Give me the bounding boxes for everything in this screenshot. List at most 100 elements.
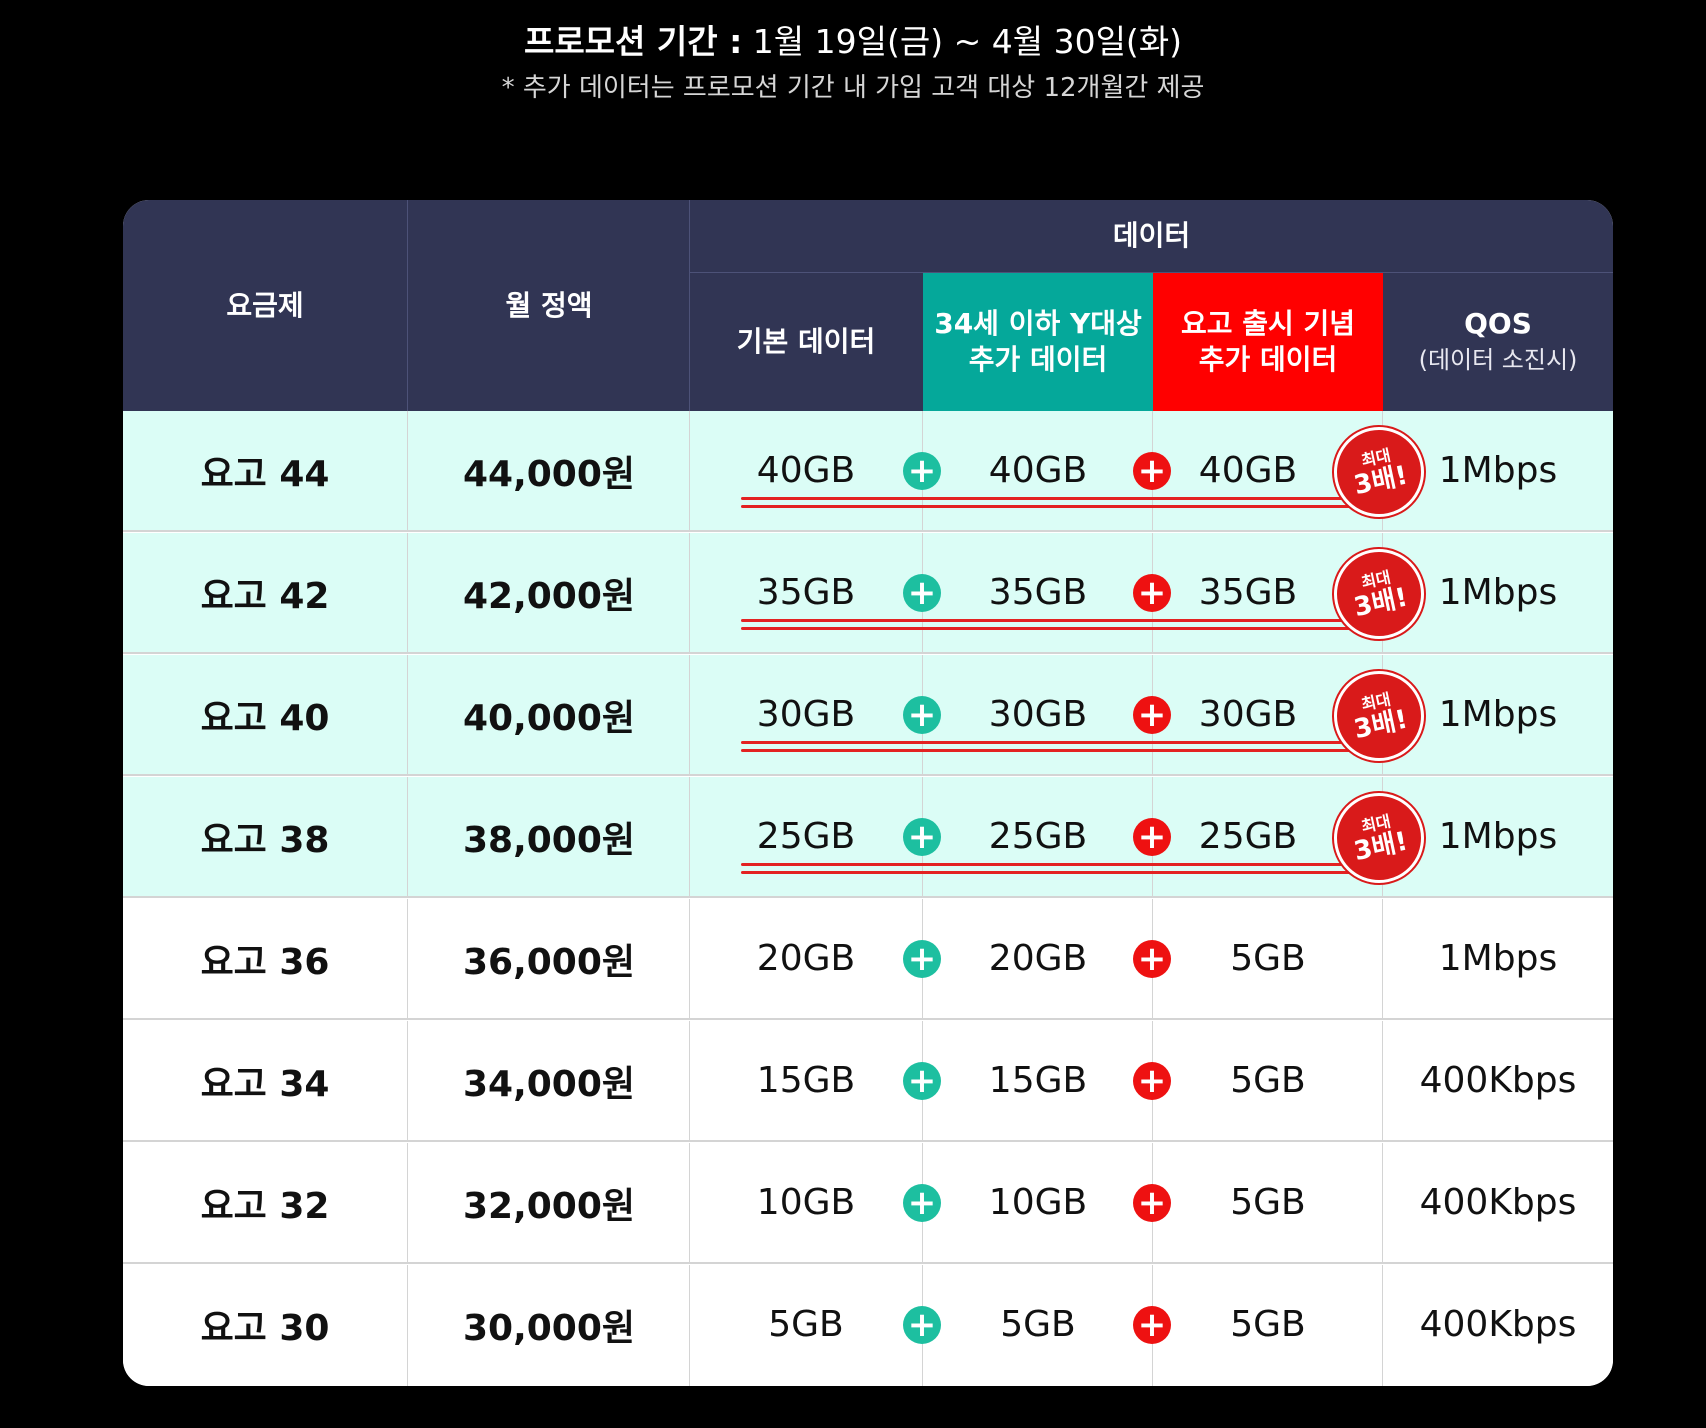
cell-launch: 30GB (1198, 694, 1298, 735)
column-divider (689, 411, 690, 532)
table-row: 요고 38 38,000원 25GB 25GB 25GB 1Mbps + + 최대 3배! (123, 777, 1613, 898)
cell-basic: 10GB (756, 1182, 856, 1223)
plus-green-icon: + (903, 940, 941, 978)
column-divider (407, 411, 408, 532)
cell-plan: 요고 44 (200, 453, 330, 495)
cell-price: 32,000원 (462, 1185, 636, 1227)
plus-red-icon: + (1133, 696, 1171, 734)
cell-launch: 5GB (1230, 1182, 1306, 1223)
cell-basic: 30GB (756, 694, 856, 735)
table-row: 요고 44 44,000원 40GB 40GB 40GB 1Mbps + + 최대 3배! (123, 411, 1613, 532)
column-divider (689, 533, 690, 654)
column-divider (1382, 899, 1383, 1020)
cell-price: 38,000원 (462, 819, 636, 861)
highlight-underline (741, 863, 1353, 866)
column-divider (407, 1265, 408, 1386)
cell-plan: 요고 40 (200, 697, 330, 739)
highlight-underline (741, 627, 1353, 630)
cell-basic: 25GB (756, 816, 856, 857)
cell-qos: 400Kbps (1419, 1304, 1577, 1345)
badge-line2: 3배! (1351, 704, 1411, 746)
cell-qos: 1Mbps (1438, 938, 1558, 979)
header-youth-data: 34세 이하 Y대상 추가 데이터 (923, 273, 1153, 411)
promo-note: * 추가 데이터는 프로모션 기간 내 가입 고객 대상 12개월간 제공 (501, 73, 1205, 103)
cell-basic: 5GB (768, 1304, 844, 1345)
column-divider (407, 1021, 408, 1142)
cell-plan: 요고 38 (200, 819, 330, 861)
cell-plan: 요고 32 (200, 1185, 330, 1227)
cell-price: 42,000원 (462, 575, 636, 617)
cell-launch: 5GB (1230, 1060, 1306, 1101)
cell-qos: 1Mbps (1438, 694, 1558, 735)
cell-youth: 5GB (1000, 1304, 1076, 1345)
column-divider (689, 899, 690, 1020)
cell-launch: 35GB (1198, 572, 1298, 613)
plus-green-icon: + (903, 818, 941, 856)
header-price: 월 정액 (505, 288, 593, 322)
highlight-underline (741, 497, 1353, 500)
cell-plan: 요고 36 (200, 941, 330, 983)
table-row: 요고 40 40,000원 30GB 30GB 30GB 1Mbps + + 최대 3배! (123, 655, 1613, 776)
cell-basic: 35GB (756, 572, 856, 613)
column-divider (689, 777, 690, 898)
header-qos-sub: (데이터 소진시) (1418, 346, 1578, 374)
table-row: 요고 30 30,000원 5GB 5GB 5GB 400Kbps + + (123, 1265, 1613, 1386)
plus-red-icon: + (1133, 818, 1171, 856)
cell-youth: 30GB (988, 694, 1088, 735)
column-divider (689, 1265, 690, 1386)
cell-youth: 20GB (988, 938, 1088, 979)
promo-period: 프로모션 기간 : 1월 19일(금) ~ 4월 30일(화) (0, 20, 1706, 64)
header-launch-line1: 요고 출시 기념 (1180, 307, 1356, 340)
plus-green-icon: + (903, 1306, 941, 1344)
highlight-underline (741, 741, 1353, 744)
header-qos-label: QOS (1464, 307, 1532, 340)
column-divider (407, 899, 408, 1020)
badge-line2: 3배! (1351, 460, 1411, 502)
promo-period-value: 1월 19일(금) ~ 4월 30일(화) (752, 22, 1183, 61)
cell-basic: 20GB (756, 938, 856, 979)
cell-youth: 15GB (988, 1060, 1088, 1101)
column-divider (407, 533, 408, 654)
header-qos: QOS (데이터 소진시) (1383, 273, 1613, 411)
cell-launch: 5GB (1230, 1304, 1306, 1345)
promo-period-label: 프로모션 기간 : (523, 22, 743, 61)
column-divider (689, 1021, 690, 1142)
column-divider (689, 655, 690, 776)
header-plan: 요금제 (226, 288, 304, 322)
plus-green-icon: + (903, 1184, 941, 1222)
cell-price: 34,000원 (462, 1063, 636, 1105)
cell-plan: 요고 30 (200, 1307, 330, 1349)
column-divider (1382, 1021, 1383, 1142)
header-data-group: 데이터 (1112, 219, 1191, 252)
badge-line2: 3배! (1351, 582, 1411, 624)
table-header: 요금제 월 정액 데이터 기본 데이터 34세 이하 Y대상 추가 데이터 요고… (123, 200, 1613, 411)
table-row: 요고 42 42,000원 35GB 35GB 35GB 1Mbps + + 최대 3배! (123, 533, 1613, 654)
plus-red-icon: + (1133, 1184, 1171, 1222)
header-launch-data: 요고 출시 기념 추가 데이터 (1153, 273, 1383, 411)
header-divider (690, 272, 1613, 273)
highlight-underline (741, 619, 1353, 622)
header-divider (689, 200, 690, 411)
cell-launch: 5GB (1230, 938, 1306, 979)
highlight-underline (741, 871, 1353, 874)
column-divider (407, 655, 408, 776)
header-youth-line1: 34세 이하 Y대상 (934, 307, 1142, 340)
plus-green-icon: + (903, 452, 941, 490)
cell-price: 40,000원 (462, 697, 636, 739)
plan-table: 요금제 월 정액 데이터 기본 데이터 34세 이하 Y대상 추가 데이터 요고… (123, 200, 1613, 1386)
plus-red-icon: + (1133, 574, 1171, 612)
plus-green-icon: + (903, 1062, 941, 1100)
cell-qos: 400Kbps (1419, 1060, 1577, 1101)
cell-launch: 40GB (1198, 450, 1298, 491)
cell-qos: 1Mbps (1438, 450, 1558, 491)
cell-qos: 1Mbps (1438, 816, 1558, 857)
header-divider (407, 200, 408, 411)
badge-line2: 3배! (1351, 826, 1411, 868)
cell-qos: 1Mbps (1438, 572, 1558, 613)
cell-price: 30,000원 (462, 1307, 636, 1349)
column-divider (689, 1143, 690, 1264)
table-row: 요고 32 32,000원 10GB 10GB 5GB 400Kbps + + (123, 1143, 1613, 1264)
column-divider (407, 777, 408, 898)
highlight-underline (741, 749, 1353, 752)
highlight-underline (741, 505, 1353, 508)
